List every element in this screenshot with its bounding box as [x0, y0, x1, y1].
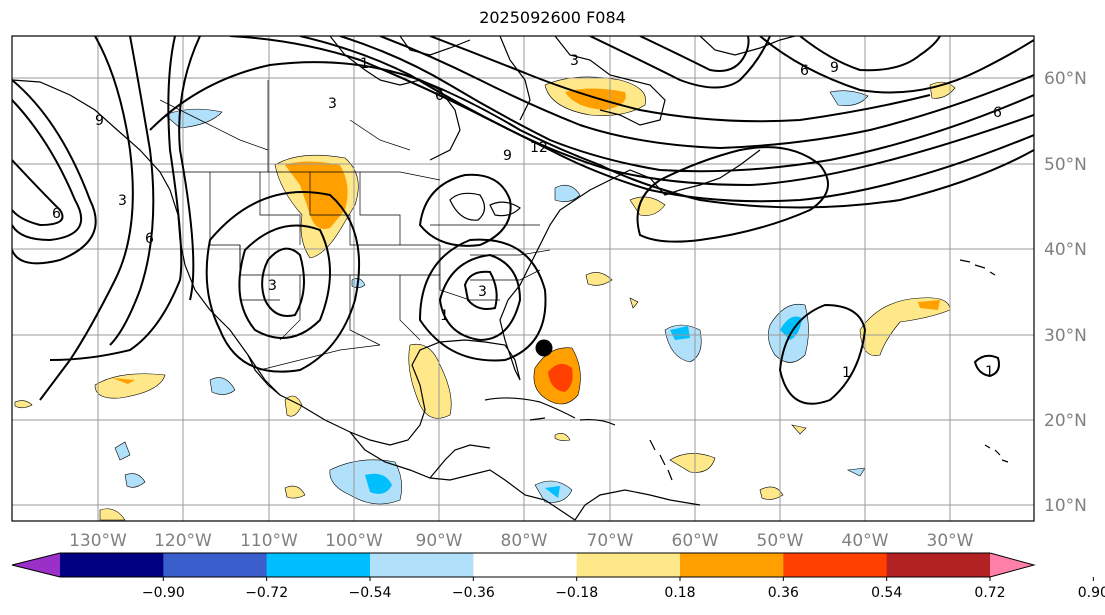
contour-label: 6: [800, 63, 809, 79]
colorbar-tick-label: −0.54: [349, 585, 392, 601]
colorbar-swatch: [266, 553, 371, 577]
contour-label: 6: [993, 105, 1002, 121]
map-frame: [11, 35, 1035, 522]
shade-positive-atlantic: [859, 297, 951, 357]
lat-label-20n: 20°N: [1044, 411, 1087, 431]
contour-label: 3: [328, 96, 337, 112]
map-title: 2025092600 F084: [479, 8, 626, 27]
contour-label: 3: [570, 53, 579, 69]
shading-layer: [14, 76, 956, 521]
map-panel: 6 9 6 3 1 6 9 12 3 6 9 6 3 1 3 1 1 3: [12, 36, 1034, 521]
lon-label: 40°W: [842, 531, 889, 551]
contour-label-layer: 6 9 6 3 1 6 9 12 3 6 9 6 3 1 3 1 1 3: [52, 53, 1002, 381]
lon-label: 120°W: [154, 531, 212, 551]
colorbar-swatch: [576, 553, 681, 577]
storm-center-marker: [535, 339, 553, 357]
contour-label: 6: [145, 231, 154, 247]
colorbar-tick-label: −0.90: [142, 585, 185, 601]
contour-label: 3: [268, 278, 277, 294]
contour-closed-low-atlantic: [778, 303, 867, 405]
colorbar-tick-label: 0.18: [664, 585, 695, 601]
colorbar-swatch: [886, 553, 991, 577]
lon-label: 130°W: [69, 531, 127, 551]
contour-label: 9: [830, 60, 839, 76]
lon-label: 90°W: [416, 531, 463, 551]
lat-label-40n: 40°N: [1044, 240, 1087, 260]
contour-label: 9: [95, 113, 104, 129]
contour-label: 1: [360, 56, 369, 72]
contour-label: 1: [440, 308, 449, 324]
lon-label: 70°W: [587, 531, 634, 551]
colorbar-tick-label: 0.36: [768, 585, 799, 601]
colorbar-swatch: [60, 553, 164, 577]
contour-lines: [12, 36, 1034, 405]
contour-label: 12: [530, 140, 548, 156]
shade-positive-gulf: [408, 343, 452, 419]
contour-label: 6: [52, 206, 61, 222]
shade-positive-storm-core: [548, 363, 573, 392]
shade-positive-plains-core: [285, 161, 348, 229]
longitude-labels: 130°W 120°W 110°W 100°W 90°W 80°W 70°W 6…: [69, 531, 974, 551]
lat-label-60n: 60°N: [1044, 69, 1087, 89]
contour-label: 1: [842, 365, 851, 381]
colorbar-tick-label: −0.18: [555, 585, 598, 601]
colorbar-outline: [11, 552, 1036, 578]
colorbar-swatch: [473, 553, 578, 577]
lon-label: 30°W: [927, 531, 974, 551]
political-borders: [159, 80, 551, 371]
colorbar-swatch: [163, 553, 268, 577]
contour-label: 9: [503, 148, 512, 164]
contour-closed-low-west: [261, 247, 305, 317]
colorbar-swatch: [783, 553, 888, 577]
colorbar-tick-label: 0.90: [1078, 585, 1105, 601]
lon-label: 80°W: [501, 531, 548, 551]
contour-label: 6: [435, 88, 444, 104]
contour-label: 3: [478, 284, 487, 300]
lon-label: 110°W: [240, 531, 298, 551]
lat-label-10n: 10°N: [1044, 496, 1087, 516]
contour-label: 3: [118, 193, 127, 209]
colorbar-tick-label: −0.36: [452, 585, 495, 601]
contour-label: 1: [985, 364, 994, 380]
latitude-labels: 60°N 50°N 40°N 30°N 20°N 10°N: [1044, 69, 1087, 516]
lat-label-30n: 30°N: [1044, 326, 1087, 346]
lat-label-50n: 50°N: [1044, 155, 1087, 175]
colorbar-tick-label: 0.54: [871, 585, 902, 601]
colorbar-swatch: [680, 553, 784, 577]
lon-label: 100°W: [325, 531, 383, 551]
colorbar-swatch: [370, 553, 474, 577]
colorbar-tick-label: −0.72: [245, 585, 288, 601]
contour-closed-low-east: [463, 270, 498, 310]
lon-label: 50°W: [757, 531, 804, 551]
colorbar-tick-label: 0.72: [974, 585, 1005, 601]
colorbar-extend-max: [990, 553, 1034, 577]
colorbar-extend-min: [12, 553, 60, 577]
colorbar: −0.90 −0.72 −0.54 −0.36 −0.18 0.18 0.36 0.54 0.7…: [11, 552, 1105, 601]
lon-label: 60°W: [672, 531, 719, 551]
